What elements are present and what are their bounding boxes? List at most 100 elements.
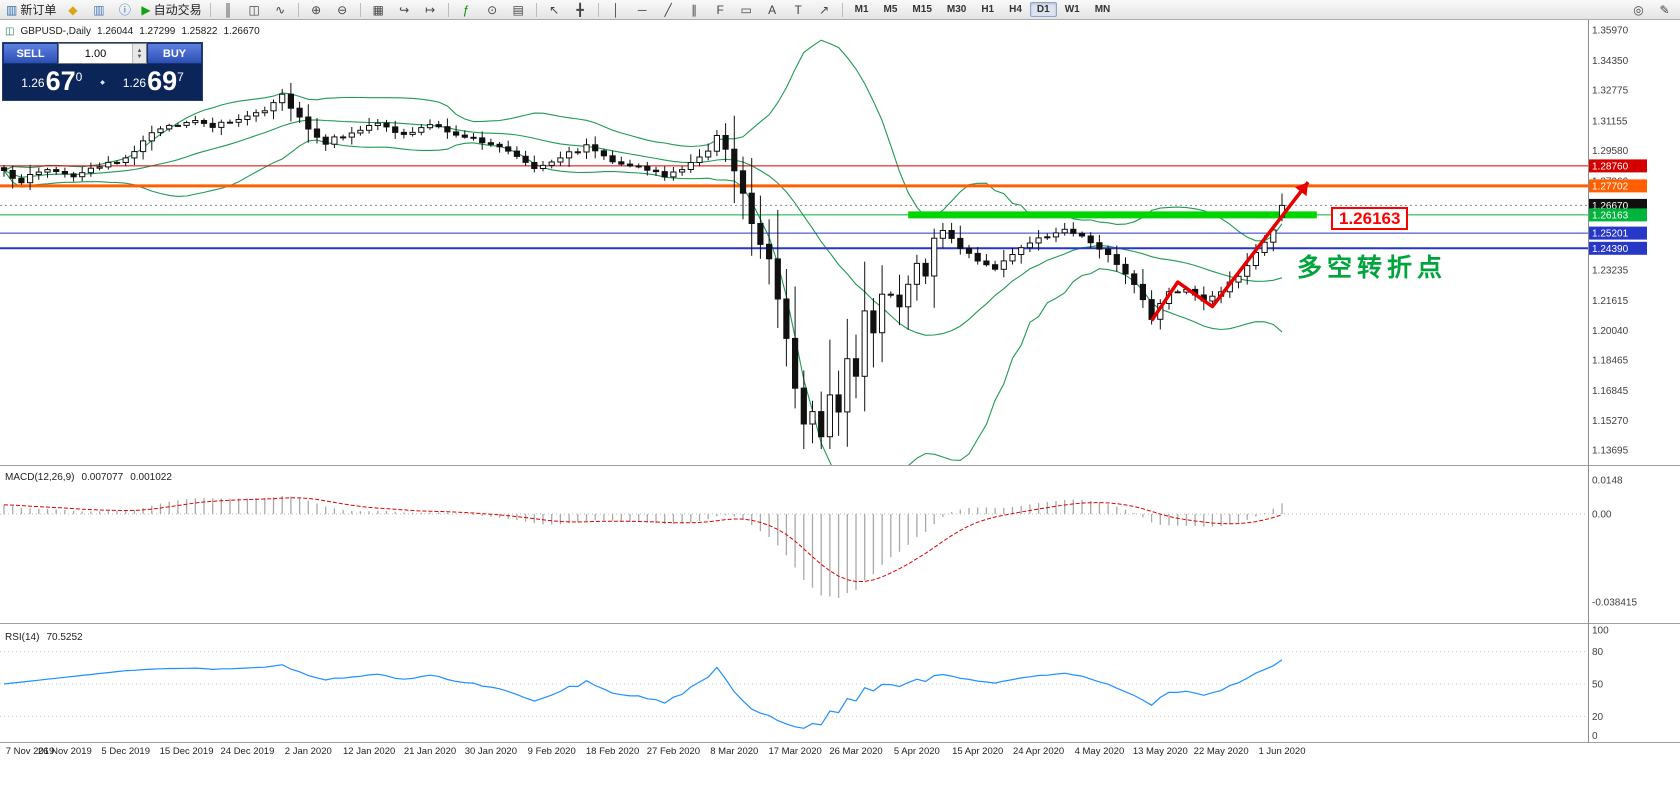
volume-stepper[interactable]: ▲ ▼ [132,44,146,63]
toolbar-autotrading-button[interactable]: ▶ 自动交易 [138,0,204,19]
toolbar-metaeditor-button[interactable]: ◆ [60,0,85,19]
toolbar-periods-button[interactable]: ⊙ [480,0,505,19]
zoom-out-icon: ⊖ [337,2,348,17]
toolbar-indicators-button[interactable]: ƒ [454,0,479,19]
date-label: 26 Nov 2019 [38,746,92,757]
price-annotation-box[interactable]: 1.26163 [1331,207,1409,230]
candle-body [922,262,929,277]
candle-body [870,310,877,334]
timeframe-H4[interactable]: H4 [1009,4,1022,15]
toolbar-shapes-button[interactable]: ▭ [734,0,759,19]
candle-body [913,262,920,285]
candle-body [566,151,573,159]
toolbar-candlestick-chart-button[interactable]: ◫ [242,0,267,19]
candle-body [1209,295,1216,302]
candle-body [1018,247,1025,255]
price-scale-label: 1.32775 [1592,86,1629,97]
price-scale-label: 1.31155 [1592,116,1628,127]
autotrading-icon: ▶ [141,2,151,17]
toolbar-vertical-line-button[interactable]: │ [604,0,629,19]
sell-button[interactable]: SELL [3,43,58,64]
candle-body [1087,235,1094,244]
price-tag-1.25201 [1589,226,1647,240]
candle-body [600,150,607,157]
trend-arrow[interactable] [1150,181,1310,322]
toolbar-chart-windows-button[interactable]: ▥ [86,0,111,19]
date-label: 30 Jan 2020 [465,746,517,757]
toolbar-auto-scroll-button[interactable]: ↪ [392,0,417,19]
price-axis[interactable]: 1.359701.343501.327751.311551.295801.279… [1589,26,1647,743]
candle-body [505,146,512,152]
ohlc-low: 1.25822 [181,26,218,37]
toolbar-crosshair-button[interactable]: ╋ [568,0,593,19]
candle-body [418,127,425,133]
toolbar-equidistant-channel-button[interactable]: ∥ [682,0,707,19]
candle-body [861,310,868,377]
text-icon: A [768,2,777,17]
candle-body [522,155,529,163]
toolbar-bar-chart-button[interactable]: ║ [216,0,241,19]
stepper-up-icon[interactable]: ▲ [136,47,143,54]
candle-body [661,171,668,178]
volume-input[interactable] [59,44,132,63]
candle-body [357,129,364,134]
toolbar-horizontal-line-button[interactable]: ─ [630,0,655,19]
chart-symbol-icon: ◫ [5,26,15,37]
toolbar-fibonacci-button[interactable]: F [708,0,733,19]
candle-body [783,298,790,339]
toolbar-new-order-button[interactable]: ▥ 新订单 [3,0,59,19]
auto-scroll-icon: ↪ [399,2,410,17]
toolbar-separator [209,2,211,17]
timeframe-MN[interactable]: MN [1094,4,1111,15]
candle-body [122,157,129,163]
turning-point-annotation[interactable]: 多空转折点 [1297,254,1448,282]
buy-button[interactable]: BUY [147,43,202,64]
macd-panel [0,495,1588,598]
sell-price[interactable]: 1.26 67 0 [3,64,101,100]
toolbar-line-chart-button[interactable]: ∿ [268,0,293,19]
buy-price[interactable]: 1.26 69 7 [105,64,203,100]
candle-body [131,151,138,159]
timeframe-H1[interactable]: H1 [981,4,995,15]
candle-body [679,169,686,173]
toolbar-text-label-button[interactable]: T [786,0,811,19]
toolbar-chart-shift-button[interactable]: ↦ [418,0,443,19]
price-chart[interactable]: 1.359701.343501.327751.311551.295801.279… [0,20,1680,807]
toolbar-cursor-button[interactable]: ↖ [542,0,567,19]
rsi-indicator-label: RSI(14) 70.5252 [5,632,83,643]
candle-body [183,122,190,126]
toolbar-quick-edit-button[interactable]: ✎ [1652,0,1677,19]
toolbar-trendline-button[interactable]: ╱ [656,0,681,19]
toolbar-zoom-out-button[interactable]: ⊖ [330,0,355,19]
timeframe-M1[interactable]: M1 [854,4,869,15]
candle-body [983,260,990,266]
timeframe-D1[interactable]: D1 [1029,2,1057,17]
candle-body [409,131,416,135]
toolbar-arrows-button[interactable]: ↗ [812,0,837,19]
candle-body [1139,283,1147,301]
toolbar-text-button[interactable]: A [760,0,785,19]
date-label: 21 Jan 2020 [404,746,456,757]
timeframe-W1[interactable]: W1 [1064,4,1080,15]
toolbar-tile-windows-button[interactable]: ▦ [366,0,391,19]
buy-price-pips: 69 [147,66,178,96]
toolbar-zoom-in-button[interactable]: ⊕ [304,0,329,19]
price-tag-1.26163 [1589,208,1647,222]
candle-body [0,167,8,171]
toolbar-templates-button[interactable]: ▤ [506,0,531,19]
main-panel[interactable] [0,39,1588,500]
stepper-down-icon[interactable]: ▼ [136,53,143,60]
chart-region[interactable]: 1.359701.343501.327751.311551.295801.279… [0,20,1680,807]
candle-body [731,148,738,172]
candle-body [513,150,520,157]
candle-body [192,120,199,124]
timeframe-M30[interactable]: M30 [946,4,967,15]
toolbar-info-button[interactable]: ⓘ [112,0,137,19]
timeframe-M5[interactable]: M5 [883,4,898,15]
candle-body [939,230,946,239]
timeframe-M15[interactable]: M15 [912,4,932,15]
candle-body [1000,260,1007,270]
rsi-scale-label: 0 [1592,731,1598,742]
toolbar-search-button[interactable]: ◎ [1626,0,1651,19]
